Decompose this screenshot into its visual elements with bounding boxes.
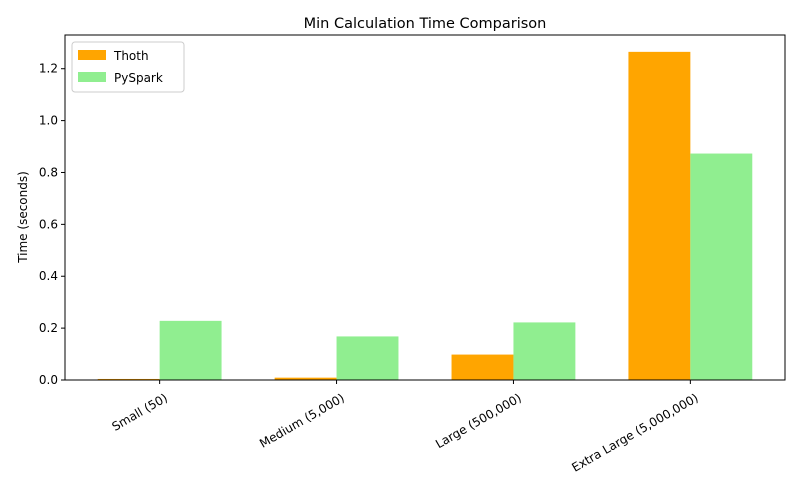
x-tick-label: Medium (5,000): [257, 391, 347, 451]
y-tick-label: 0.4: [39, 269, 58, 283]
plot-frame: [64, 34, 786, 381]
y-tick-label: 1.2: [39, 62, 58, 76]
x-axis-ticks: Small (50) Medium (5,000) Large (500,000) E…: [109, 380, 701, 475]
y-axis-label: Time (seconds): [16, 171, 30, 264]
bar-pyspark-3: [690, 153, 753, 380]
y-tick-label: 0.2: [39, 321, 58, 335]
bars-group: [97, 51, 753, 380]
y-axis-ticks: 0.0 0.2 0.4 0.6 0.8 1.0 1.2: [39, 62, 65, 387]
bar-pyspark-2: [513, 322, 576, 380]
bar-pyspark-1: [336, 336, 399, 380]
x-tick-label: Extra Large (5,000,000): [569, 391, 700, 475]
legend: Thoth PySpark: [71, 41, 185, 93]
legend-swatch-thoth: [78, 50, 106, 60]
y-tick-label: 1.0: [39, 114, 58, 128]
x-tick-label: Small (50): [109, 391, 170, 434]
x-tick-label: Large (500,000): [433, 391, 524, 451]
bar-thoth-2: [451, 354, 514, 380]
legend-label-thoth: Thoth: [113, 49, 149, 63]
chart-title: Min Calculation Time Comparison: [304, 16, 547, 32]
legend-swatch-pyspark: [78, 72, 106, 82]
y-tick-label: 0.0: [39, 373, 58, 387]
y-tick-label: 0.8: [39, 165, 58, 179]
bar-thoth-3: [628, 51, 691, 380]
bar-pyspark-0: [159, 320, 222, 380]
bar-thoth-0: [97, 378, 160, 380]
legend-label-pyspark: PySpark: [114, 71, 163, 85]
y-tick-label: 0.6: [39, 217, 58, 231]
bar-thoth-1: [274, 377, 337, 380]
